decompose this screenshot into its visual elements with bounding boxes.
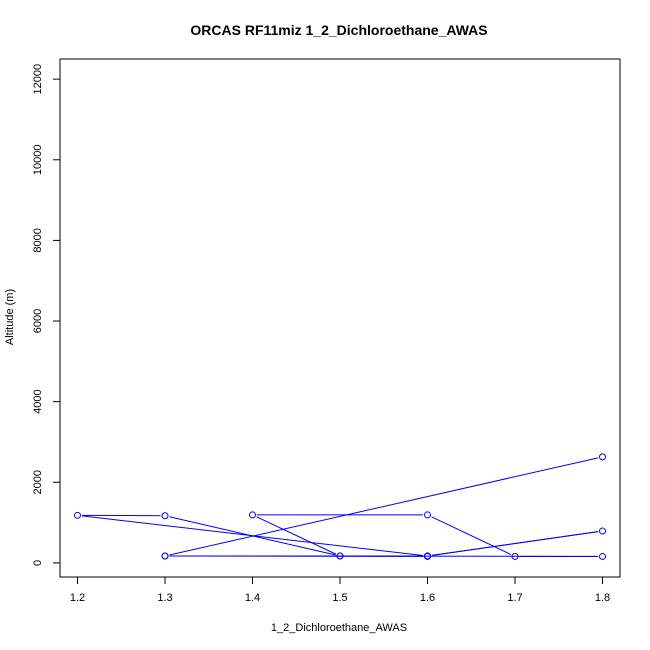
y-tick-label: 10000 bbox=[32, 144, 44, 175]
data-point bbox=[161, 512, 169, 520]
y-tick-label: 2000 bbox=[32, 470, 44, 494]
y-axis-label: Altitude (m) bbox=[4, 289, 16, 345]
x-axis: 1.2 1.3 1.4 1.5 1.6 1.7 1.8 bbox=[70, 576, 610, 604]
data-point bbox=[599, 527, 606, 535]
y-tick-label: 4000 bbox=[32, 389, 44, 413]
y-tick-label: 0 bbox=[32, 560, 44, 566]
data-point bbox=[511, 552, 519, 560]
data-point bbox=[424, 511, 431, 519]
data-point bbox=[599, 453, 606, 461]
series-segment bbox=[169, 516, 336, 556]
x-tick-label: 1.2 bbox=[70, 592, 85, 604]
data-point bbox=[249, 511, 256, 519]
x-tick-label: 1.8 bbox=[595, 592, 610, 604]
y-tick-label: 8000 bbox=[32, 228, 44, 252]
x-tick-label: 1.3 bbox=[157, 592, 172, 604]
series-segment bbox=[256, 516, 337, 555]
x-tick-label: 1.5 bbox=[332, 592, 347, 604]
plot-frame bbox=[59, 58, 621, 578]
y-axis: 0 2000 4000 6000 8000 10000 12000 bbox=[32, 64, 61, 566]
data-point bbox=[336, 552, 344, 560]
x-tick-label: 1.6 bbox=[420, 592, 435, 604]
data-point bbox=[599, 552, 606, 560]
series-segment bbox=[431, 531, 599, 556]
chart-title: ORCAS RF11miz 1_2_Dichloroethane_AWAS bbox=[190, 22, 487, 38]
data-point bbox=[74, 511, 81, 519]
series-layer bbox=[74, 453, 606, 560]
series-segment bbox=[431, 516, 512, 555]
y-tick-label: 12000 bbox=[32, 64, 44, 95]
x-axis-label: 1_2_Dichloroethane_AWAS bbox=[271, 622, 407, 634]
series-segment bbox=[169, 457, 599, 556]
x-tick-label: 1.4 bbox=[245, 592, 260, 604]
data-point bbox=[424, 552, 431, 560]
x-tick-label: 1.7 bbox=[507, 592, 522, 604]
data-point bbox=[161, 552, 169, 560]
y-tick-label: 6000 bbox=[32, 309, 44, 333]
